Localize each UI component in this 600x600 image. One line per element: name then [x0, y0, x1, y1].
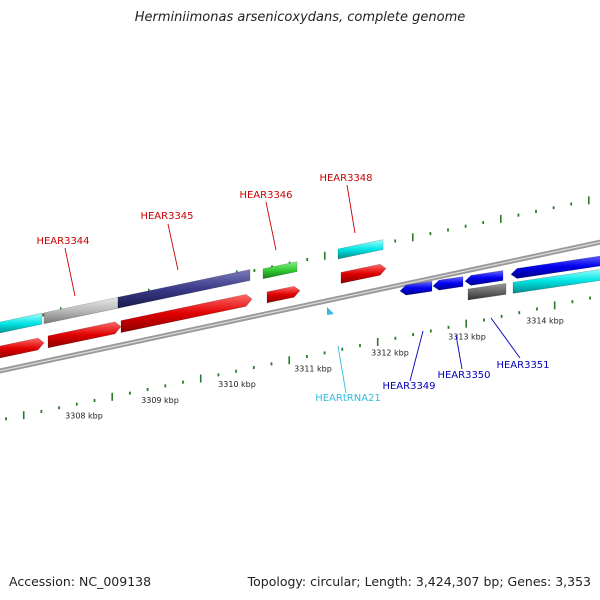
cds-red-1 — [0, 337, 45, 359]
cds-blue-2 — [432, 276, 464, 291]
kbp-tick-label: 3309 kbp — [141, 396, 179, 405]
gene-label-leader — [64, 247, 76, 297]
kbp-tick-label: 3313 kbp — [448, 332, 486, 341]
genome-backbone-highlight — [0, 241, 600, 372]
gene-label: HEAR3351 — [496, 360, 549, 371]
feature-green — [262, 261, 298, 280]
genome-summary-text: Topology: circular; Length: 3,424,307 bp… — [247, 574, 591, 589]
gene-label-leader — [337, 345, 347, 394]
feature-navy — [117, 269, 251, 309]
gene-label: HEAR3345 — [140, 211, 193, 222]
gene-label-leader — [346, 184, 356, 234]
gene-label: HEAR3344 — [36, 236, 89, 247]
feature-cyan-left — [0, 312, 43, 334]
map-title: Herminiimonas arsenicoxydans, complete g… — [134, 10, 466, 25]
cds-blue-4 — [510, 255, 600, 279]
accession-text: Accession: NC_009138 — [9, 574, 152, 589]
trna-marker — [327, 307, 334, 315]
gene-label-leader — [167, 223, 179, 271]
kbp-tick-label: 3310 kbp — [218, 380, 256, 389]
gene-label: HEARtRNA21 — [315, 393, 381, 404]
cds-red-5 — [340, 263, 387, 284]
kbp-tick-label: 3314 kbp — [526, 316, 564, 325]
feature-dark-grey — [467, 283, 507, 301]
gene-label: HEAR3346 — [239, 190, 292, 201]
gene-label-leader — [490, 317, 521, 359]
cds-blue-3 — [464, 270, 504, 286]
gene-label: HEAR3350 — [437, 370, 490, 381]
cds-red-2 — [47, 321, 122, 349]
gene-label: HEAR3349 — [382, 381, 435, 392]
feature-cyan-right — [512, 269, 600, 294]
gene-label-leader — [455, 334, 463, 370]
gene-label-leader — [409, 330, 424, 382]
cds-red-4 — [266, 285, 301, 304]
feature-grey — [43, 296, 119, 325]
kbp-tick-label: 3308 kbp — [65, 412, 103, 421]
kbp-tick-label: 3312 kbp — [371, 348, 409, 357]
kbp-tick-label: 3311 kbp — [294, 364, 332, 373]
cds-blue-1 — [399, 280, 433, 296]
gene-label: HEAR3348 — [319, 173, 372, 184]
gene-label-leader — [265, 201, 277, 251]
feature-cyan-top — [337, 239, 384, 260]
cds-red-3 — [120, 294, 253, 333]
